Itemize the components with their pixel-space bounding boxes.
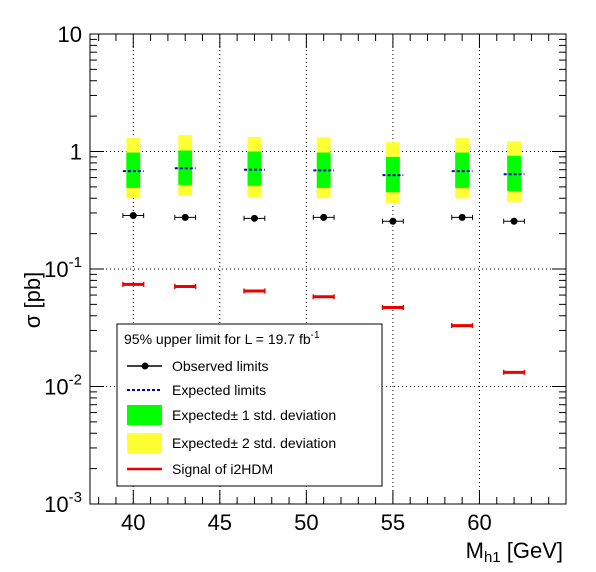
legend-band2-swatch <box>127 433 162 453</box>
one-sigma-band <box>247 151 262 186</box>
y-tick-label: 10 <box>58 22 82 47</box>
y-axis-title: σ [pb] <box>20 272 45 328</box>
x-axis-ticks: 40 45 50 55 60 <box>98 34 567 535</box>
grid-lines <box>90 34 566 504</box>
x-tick-label: 55 <box>381 510 405 535</box>
x-tick-label: 50 <box>294 510 318 535</box>
x-tick-label: 60 <box>467 510 491 535</box>
legend: 95% upper limit for L = 19.7 fb-1 Observ… <box>116 323 383 487</box>
expected-limit-marks <box>122 167 525 177</box>
legend-header: 95% upper limit for L = 19.7 fb-1 <box>124 330 320 347</box>
y-tick-label: 1 <box>70 140 82 165</box>
legend-expected-label: Expected limits <box>172 382 266 398</box>
observed-point <box>250 214 258 222</box>
observed-point <box>320 213 328 221</box>
x-axis-title-main: M <box>466 538 484 563</box>
observed-limit-marks <box>122 212 525 225</box>
x-axis-title: Mh1 [GeV] <box>466 538 563 566</box>
signal-marks <box>122 281 526 375</box>
x-axis-title-unit: [GeV] <box>501 538 563 563</box>
y-tick-label: 10-3 <box>44 489 82 517</box>
legend-signal-label: Signal of i2HDM <box>172 461 273 477</box>
x-tick-label: 45 <box>208 510 232 535</box>
legend-observed-marker <box>141 362 149 370</box>
observed-point <box>510 217 518 225</box>
observed-point <box>458 213 466 221</box>
legend-band2-label: Expected± 2 std. deviation <box>172 435 336 451</box>
legend-header-sup: -1 <box>311 330 320 341</box>
y-tick-label: 10-2 <box>44 372 82 400</box>
legend-observed-label: Observed limits <box>172 358 268 374</box>
x-tick-label: 40 <box>121 510 145 535</box>
x-axis-title-sub: h1 <box>484 549 501 566</box>
legend-band1-label: Expected± 1 std. deviation <box>172 407 336 423</box>
observed-point <box>389 217 397 225</box>
legend-header-text: 95% upper limit for L = 19.7 fb <box>124 331 311 347</box>
observed-point <box>181 213 189 221</box>
legend-band1-swatch <box>127 405 162 425</box>
y-axis-ticks: 10 1 10-1 10-2 10-3 <box>44 22 566 517</box>
y-tick-label: 10-1 <box>44 254 82 282</box>
observed-point <box>129 212 137 220</box>
